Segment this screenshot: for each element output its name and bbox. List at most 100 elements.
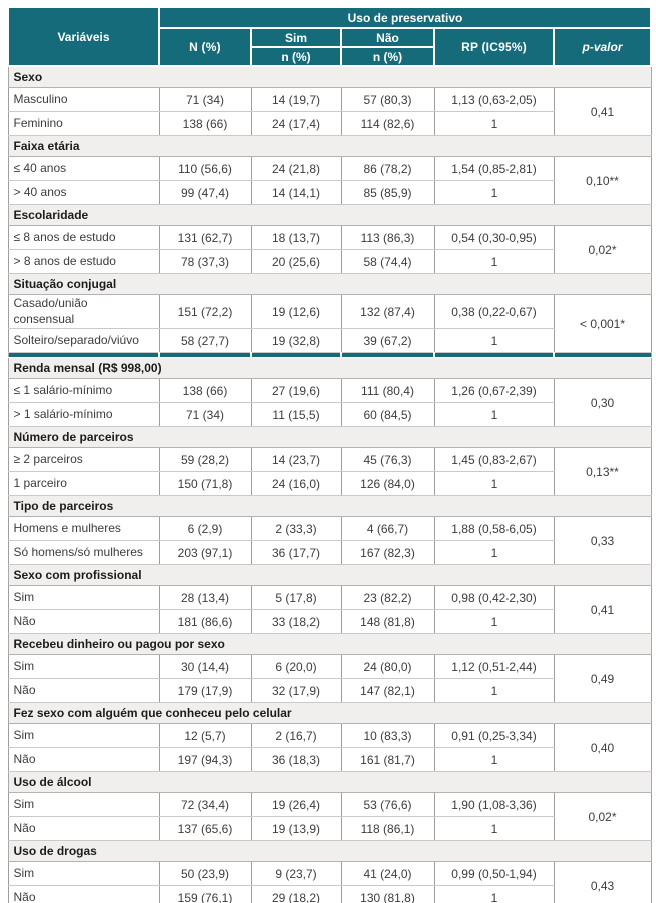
rp-ic95-cell: 1 [433, 111, 555, 136]
data-row: > 1 salário-mínimo 71 (34) 11 (15,5) 60 (84… [7, 402, 651, 428]
sim-count-cell: 36 (17,7) [250, 540, 342, 566]
nao-count-cell: 23 (82,2) [340, 585, 435, 611]
nao-count-cell: 114 (82,6) [340, 111, 435, 136]
p-value-cell: 0,49 [553, 654, 652, 704]
header-nao-subcount: n (%) [340, 46, 435, 67]
rp-ic95-cell: 1 [433, 180, 555, 205]
n-total-cell: 110 (56,6) [158, 156, 252, 181]
sim-count-cell: 14 (23,7) [250, 447, 342, 473]
rp-ic95-cell: 1 [433, 249, 555, 274]
rp-ic95-cell: 1 [433, 609, 555, 635]
p-value-cell: < 0,001* [553, 293, 652, 354]
sim-count-cell: 20 (25,6) [250, 249, 342, 274]
sim-count-cell: 19 (13,9) [250, 816, 342, 842]
data-row: > 8 anos de estudo 78 (37,3) 20 (25,6) 58 (… [7, 249, 651, 274]
variable-label-cell: Masculino [7, 87, 160, 112]
nao-count-cell: 113 (86,3) [340, 225, 435, 250]
rp-ic95-cell: 1,45 (0,83-2,67) [433, 447, 555, 473]
table-body: Sexo Masculino 71 (34) 14 (19,7) 57 (80,3) 1,… [7, 65, 652, 903]
section-divider [8, 352, 652, 359]
table-header: Variáveis Uso de preservativo N (%) Sim … [7, 6, 653, 67]
header-variables: Variáveis [7, 6, 160, 67]
p-value-cell: 0,41 [553, 87, 652, 136]
n-total-cell: 203 (97,1) [158, 540, 252, 566]
variable-label-cell: ≤ 8 anos de estudo [7, 225, 160, 250]
rp-ic95-cell: 1 [433, 402, 555, 428]
data-row: Não 159 (76,1) 29 (18,2) 130 (81,8) 1 [7, 885, 651, 903]
p-value-cell: 0,43 [553, 861, 652, 903]
data-row: Homens e mulheres 6 (2,9) 2 (33,3) 4 (66,7)… [7, 516, 652, 566]
section-label: Renda mensal (R$ 998,00) [8, 357, 652, 380]
variable-label-cell: Não [7, 885, 160, 903]
n-total-cell: 12 (5,7) [158, 723, 252, 749]
p-value-cell: 0,10** [553, 156, 652, 205]
rp-ic95-cell: 1,13 (0,63-2,05) [433, 87, 555, 112]
data-row: Sim 50 (23,9) 9 (23,7) 41 (24,0) 0,99 (0,50-… [7, 861, 652, 903]
variable-label-cell: Não [7, 816, 160, 842]
n-total-cell: 151 (72,2) [158, 293, 252, 330]
n-total-cell: 78 (37,3) [158, 249, 252, 274]
rp-ic95-cell: 1,88 (0,58-6,05) [433, 516, 555, 542]
rp-ic95-cell: 0,98 (0,42-2,30) [433, 585, 555, 611]
rp-ic95-cell: 1 [433, 540, 555, 566]
rp-ic95-cell: 0,38 (0,22-0,67) [433, 293, 555, 330]
section-label: Fez sexo com alguém que conheceu pelo ce… [8, 702, 652, 725]
data-row: Feminino 138 (66) 24 (17,4) 114 (82,6) 1 [7, 111, 651, 136]
rp-ic95-cell: 1 [433, 816, 555, 842]
sim-count-cell: 24 (21,8) [250, 156, 342, 181]
p-value-cell: 0,02* [553, 792, 652, 842]
rp-ic95-cell: 1,12 (0,51-2,44) [433, 654, 555, 680]
sim-count-cell: 19 (26,4) [250, 792, 342, 818]
sim-count-cell: 6 (20,0) [250, 654, 342, 680]
nao-count-cell: 118 (86,1) [340, 816, 435, 842]
data-row: Só homens/só mulheres 203 (97,1) 36 (17,7)… [7, 540, 651, 566]
section-row: Faixa etária [8, 135, 652, 157]
section-label: Escolaridade [8, 204, 652, 226]
nao-count-cell: 161 (81,7) [340, 747, 435, 773]
p-value-cell: 0,33 [553, 516, 652, 566]
variable-label-cell: > 1 salário-mínimo [7, 402, 160, 428]
section-row: Sexo [8, 65, 652, 88]
sim-count-cell: 18 (13,7) [250, 225, 342, 250]
section-label: Uso de drogas [8, 840, 652, 863]
n-total-cell: 159 (76,1) [158, 885, 252, 903]
nao-count-cell: 167 (82,3) [340, 540, 435, 566]
variable-label-cell: Casado/união consensual [7, 293, 160, 330]
section-label: Tipo de parceiros [8, 495, 652, 518]
data-row: Não 137 (65,6) 19 (13,9) 118 (86,1) 1 [7, 816, 651, 842]
section-label: Sexo [8, 65, 652, 88]
rp-ic95-cell: 0,91 (0,25-3,34) [433, 723, 555, 749]
section-row: Tipo de parceiros [8, 495, 652, 518]
sim-count-cell: 33 (18,2) [250, 609, 342, 635]
section-row: Renda mensal (R$ 998,00) [8, 357, 652, 380]
data-row: Masculino 71 (34) 14 (19,7) 57 (80,3) 1,13 (… [7, 87, 652, 136]
section-label: Uso de álcool [8, 771, 652, 794]
p-value-cell: 0,40 [553, 723, 652, 773]
variable-label-cell: > 8 anos de estudo [7, 249, 160, 274]
rp-ic95-cell: 1 [433, 747, 555, 773]
sim-count-cell: 27 (19,6) [250, 378, 342, 404]
variable-label-cell: Não [7, 609, 160, 635]
section-row: Fez sexo com alguém que conheceu pelo ce… [8, 702, 652, 725]
nao-count-cell: 58 (74,4) [340, 249, 435, 274]
section-label: Recebeu dinheiro ou pagou por sexo [8, 633, 652, 656]
variable-label-cell: > 40 anos [7, 180, 160, 205]
nao-count-cell: 24 (80,0) [340, 654, 435, 680]
variable-label-cell: Não [7, 747, 160, 773]
section-label: Número de parceiros [8, 426, 652, 449]
n-total-cell: 181 (86,6) [158, 609, 252, 635]
sim-count-cell: 14 (14,1) [250, 180, 342, 205]
data-row: Sim 72 (34,4) 19 (26,4) 53 (76,6) 1,90 (1,08… [7, 792, 652, 842]
variable-label-cell: Homens e mulheres [7, 516, 160, 542]
n-total-cell: 72 (34,4) [158, 792, 252, 818]
p-value-cell: 0,30 [553, 378, 652, 428]
variable-label-cell: Sim [7, 861, 160, 887]
sim-count-cell: 29 (18,2) [250, 885, 342, 903]
n-total-cell: 71 (34) [158, 87, 252, 112]
rp-ic95-cell: 1 [433, 471, 555, 497]
section-row: Escolaridade [8, 204, 652, 226]
nao-count-cell: 41 (24,0) [340, 861, 435, 887]
rp-ic95-cell: 1,26 (0,67-2,39) [433, 378, 555, 404]
rp-ic95-cell: 1 [433, 678, 555, 704]
